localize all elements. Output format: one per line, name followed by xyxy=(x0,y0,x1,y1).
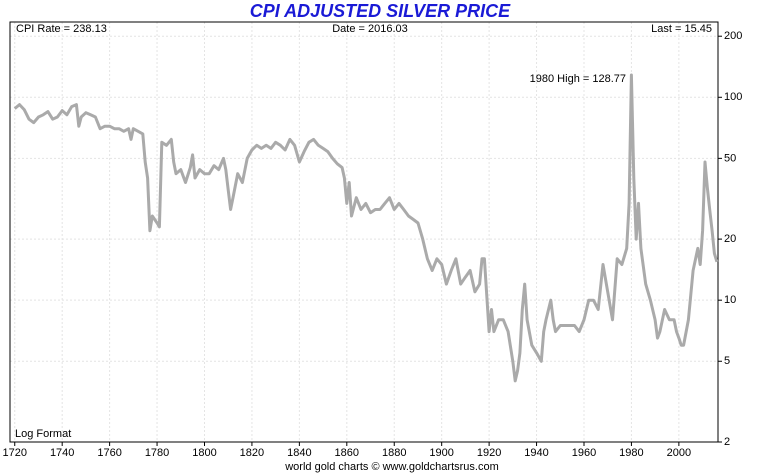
x-tick-label: 1760 xyxy=(97,447,121,459)
annotation: Date = 2016.03 xyxy=(332,23,408,35)
x-tick-label: 1900 xyxy=(429,447,453,459)
y-tick-label: 20 xyxy=(724,233,736,245)
x-tick-label: 1740 xyxy=(50,447,74,459)
x-tick-label: 1980 xyxy=(619,447,643,459)
y-tick-label: 5 xyxy=(724,355,730,367)
annotation: world gold charts © www.goldchartsrus.co… xyxy=(284,461,499,473)
annotation: 1980 High = 128.77 xyxy=(530,73,626,85)
y-tick-label: 50 xyxy=(724,152,736,164)
chart-title: CPI ADJUSTED SILVER PRICE xyxy=(250,1,511,21)
plot-frame xyxy=(9,21,719,443)
price-line xyxy=(13,73,719,383)
annotation: CPI Rate = 238.13 xyxy=(16,23,107,35)
annotation: Last = 15.45 xyxy=(651,23,712,35)
x-tick-label: 1940 xyxy=(524,447,548,459)
x-tick-label: 1780 xyxy=(145,447,169,459)
x-tick-label: 1820 xyxy=(240,447,264,459)
y-tick-label: 10 xyxy=(724,294,736,306)
x-tick-label: 1860 xyxy=(335,447,359,459)
x-tick-label: 1720 xyxy=(3,447,27,459)
annotation: Log Format xyxy=(15,428,71,440)
y-tick-label: 2 xyxy=(724,436,730,448)
x-tick-label: 2000 xyxy=(667,447,691,459)
x-tick-label: 1840 xyxy=(287,447,311,459)
y-tick-label: 100 xyxy=(724,91,742,103)
x-tick-label: 1920 xyxy=(477,447,501,459)
x-tick-label: 1960 xyxy=(572,447,596,459)
x-tick-label: 1800 xyxy=(192,447,216,459)
y-tick-label: 200 xyxy=(724,30,742,42)
x-tick-label: 1880 xyxy=(382,447,406,459)
